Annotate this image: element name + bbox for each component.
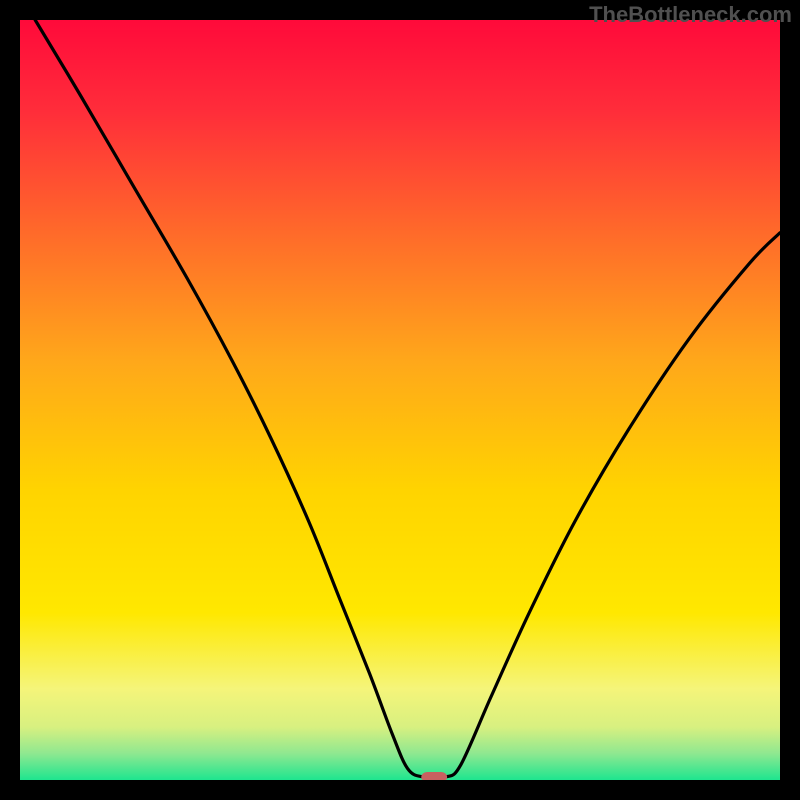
frame-border	[0, 0, 20, 800]
plot-background	[20, 20, 780, 780]
frame-border	[0, 780, 800, 800]
frame-border	[780, 0, 800, 800]
attribution-label: TheBottleneck.com	[589, 2, 792, 28]
bottleneck-chart	[0, 0, 800, 800]
chart-container	[0, 0, 800, 800]
